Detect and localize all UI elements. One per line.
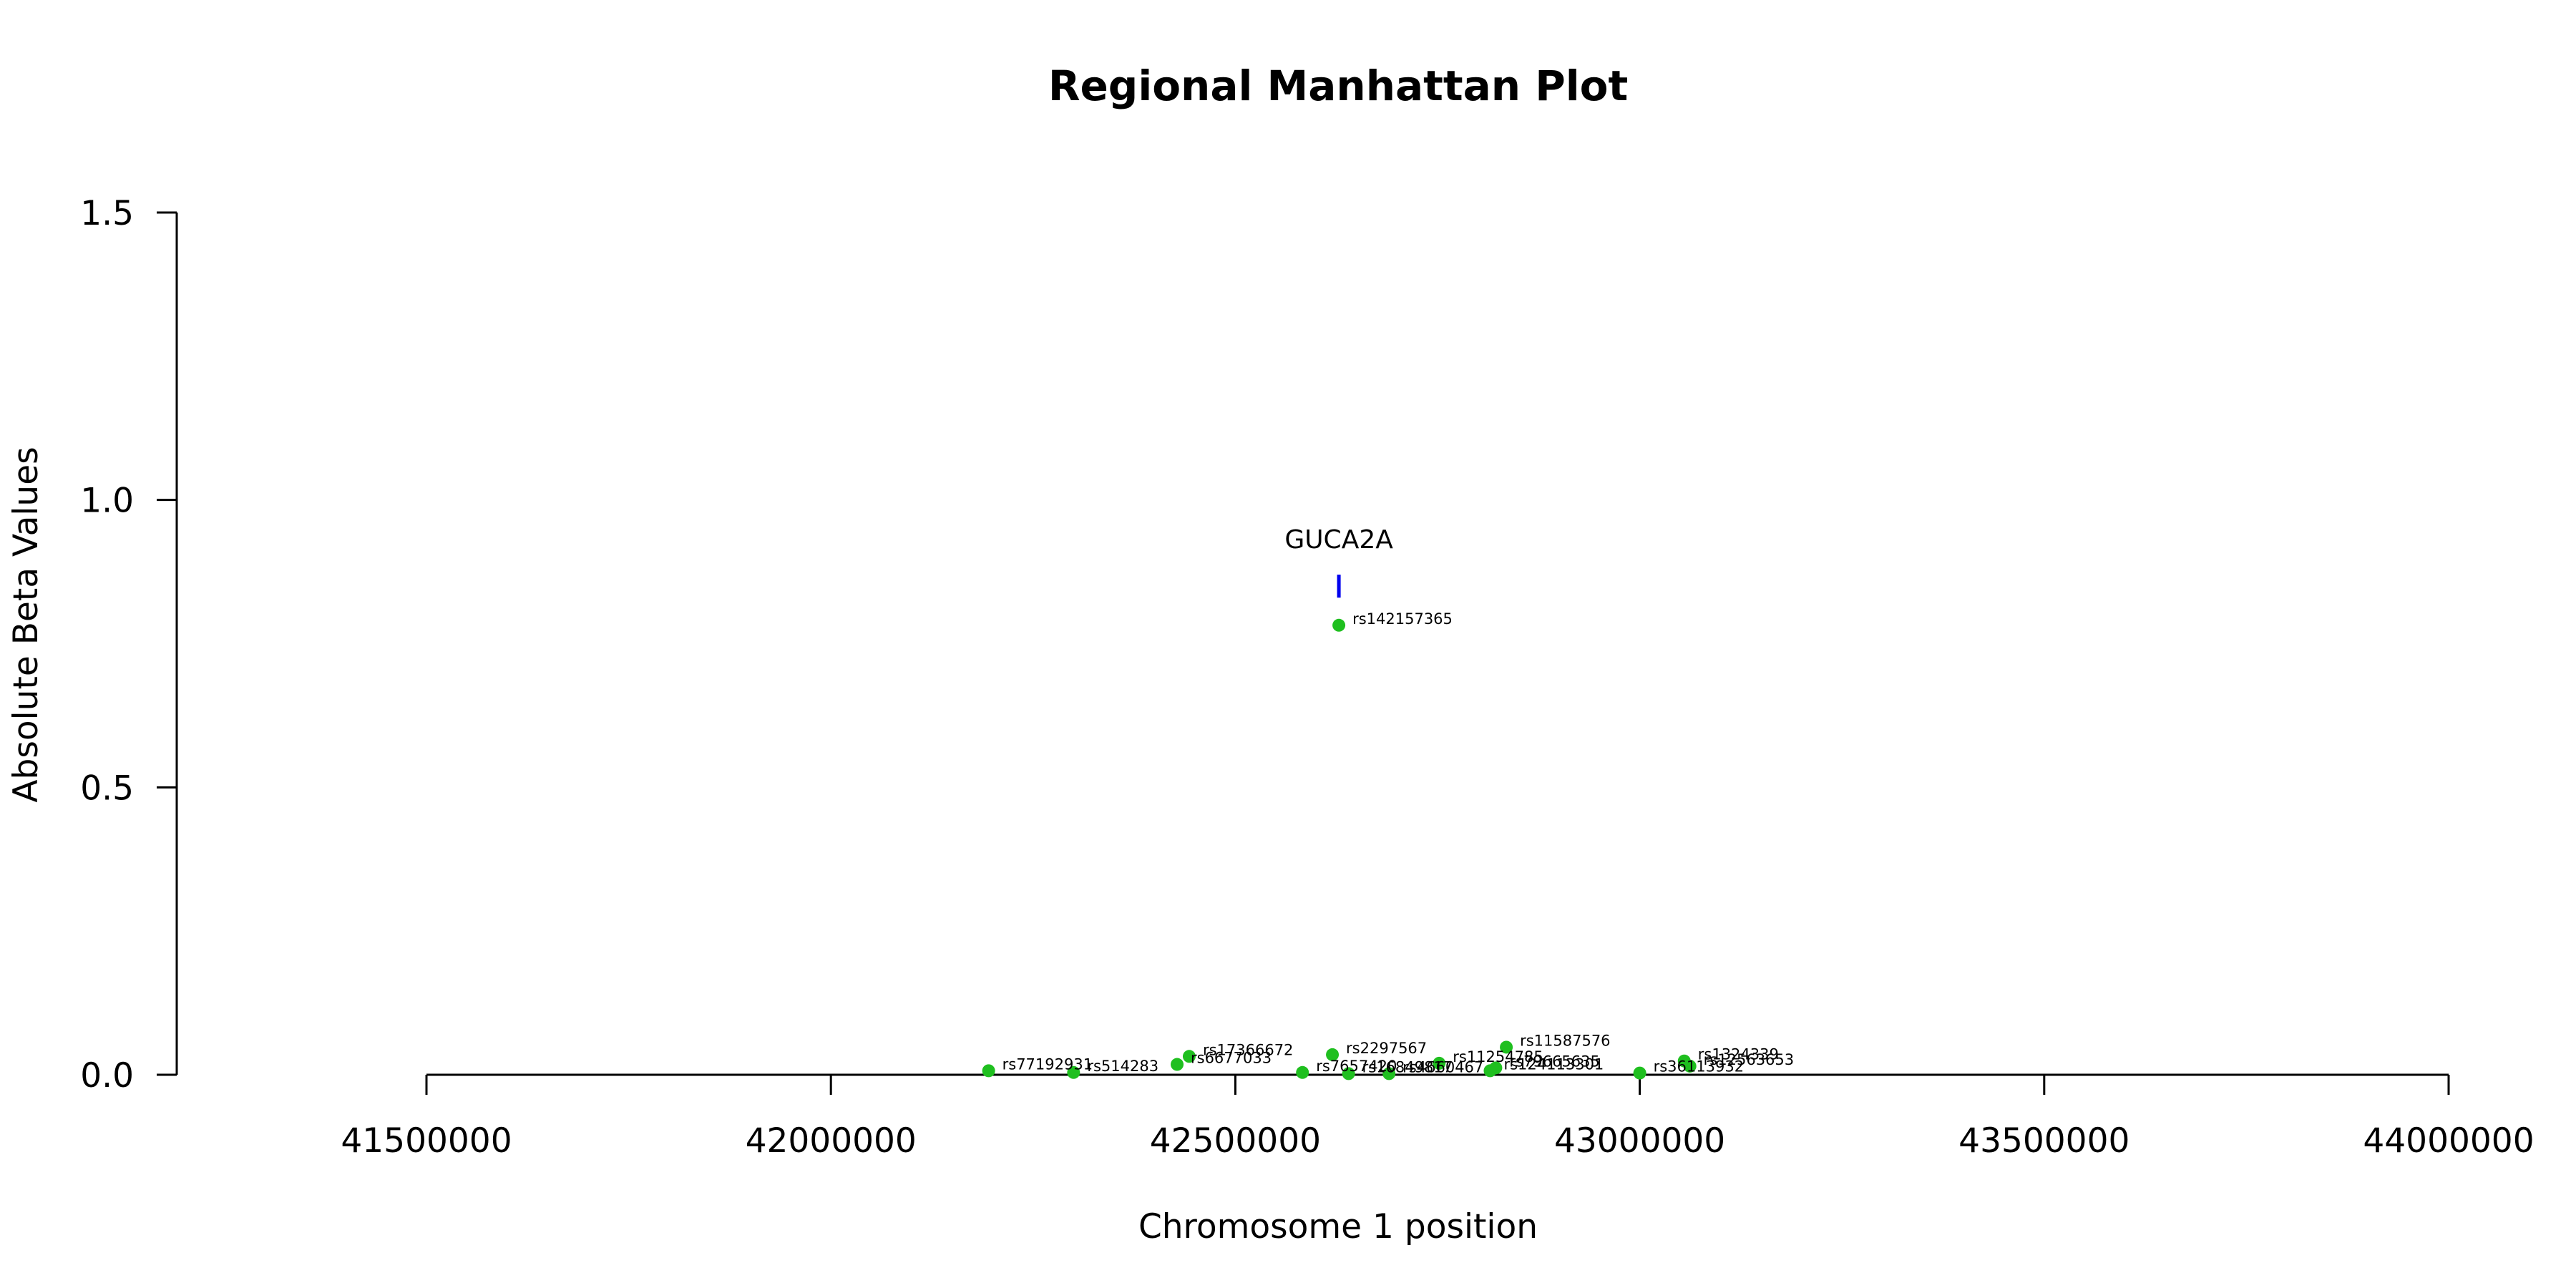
snp-point [1326, 1048, 1340, 1061]
snp-point [1342, 1067, 1355, 1080]
x-tick-label: 42000000 [746, 1121, 917, 1161]
x-tick-label: 44000000 [2363, 1121, 2534, 1161]
snp-point [1500, 1040, 1513, 1054]
x-tick-label: 43500000 [1958, 1121, 2129, 1161]
snp-point [1182, 1050, 1196, 1063]
y-axis-label: Absolute Beta Values [6, 447, 46, 802]
snp-point [1171, 1058, 1184, 1071]
y-tick-label: 1.0 [80, 482, 134, 521]
snp-label: rs36113932 [1654, 1058, 1744, 1075]
snp-point [1332, 618, 1346, 632]
y-axis: 0.0 0.5 1.0 1.5 [80, 194, 178, 1096]
chart-title: Regional Manhattan Plot [1048, 62, 1628, 110]
y-tick-label: 0.5 [80, 769, 134, 808]
y-tick-label: 1.5 [80, 194, 134, 233]
snp-label: rs514283 [1087, 1058, 1158, 1075]
snp-label: rs17366672 [1203, 1041, 1293, 1058]
gene-label: GUCA2A [1284, 525, 1393, 555]
snp-point [1382, 1067, 1396, 1080]
gene-annotations: GUCA2A [1284, 525, 1393, 598]
snp-labels: rs142157365 rs11587576 rs2297567 rs17366672… [1002, 610, 1795, 1076]
snp-label: rs1324339 [1698, 1046, 1779, 1063]
snp-label: rs11587576 [1520, 1032, 1610, 1049]
x-axis-label: Chromosome 1 position [1138, 1207, 1538, 1246]
snp-label: rs2297567 [1346, 1040, 1427, 1057]
snp-label: rs142157365 [1352, 610, 1453, 628]
snp-point [1683, 1059, 1697, 1073]
x-tick-label: 42500000 [1150, 1121, 1321, 1161]
snp-label: rs12563653 [1704, 1051, 1794, 1068]
snp-label: rs4660467 [1402, 1058, 1483, 1075]
snp-point [1483, 1064, 1497, 1078]
snp-point [1067, 1065, 1080, 1079]
snp-point [982, 1064, 995, 1078]
snp-label: rs77192931 [1002, 1055, 1093, 1073]
snp-point [1633, 1066, 1646, 1080]
x-tick-label: 43000000 [1554, 1121, 1725, 1161]
x-axis: 41500000 42000000 42500000 43000000 43500000… [341, 1073, 2534, 1161]
snp-label: rs124113301 [1503, 1055, 1604, 1073]
snp-point [1296, 1065, 1309, 1079]
x-tick-label: 41500000 [341, 1121, 512, 1161]
snp-label: rs7657420 [1316, 1058, 1397, 1075]
snp-points [982, 618, 1697, 1080]
snp-label: rs79665635 [1509, 1053, 1599, 1070]
snp-label: rs6677033 [1191, 1050, 1272, 1067]
snp-label: rs11254785 [1453, 1048, 1543, 1065]
snp-point [1433, 1056, 1446, 1070]
y-tick-label: 0.0 [80, 1056, 134, 1096]
snp-label: rs16849817 [1362, 1058, 1453, 1075]
